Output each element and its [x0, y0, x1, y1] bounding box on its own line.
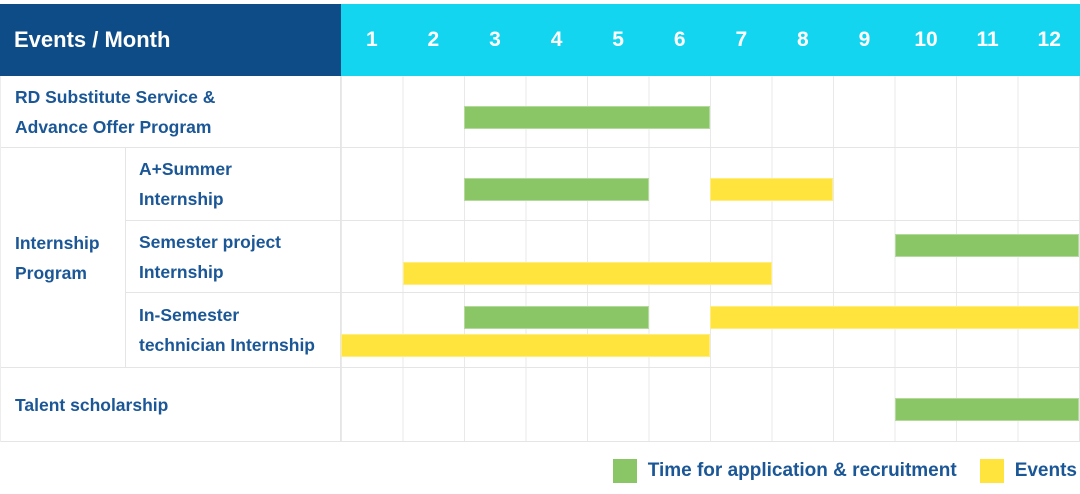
row-label-line: RD Substitute Service &: [15, 86, 216, 107]
gantt-bar-application_recruitment: [894, 234, 1079, 257]
gantt-bar-application_recruitment: [894, 398, 1079, 421]
gantt-bar-application_recruitment: [464, 178, 649, 201]
month-header-10: 10: [914, 28, 938, 51]
group-label-line: Program: [15, 262, 87, 283]
gantt-bar-application_recruitment: [464, 306, 649, 329]
month-header-2: 2: [427, 28, 440, 51]
row-label-line: Advance Offer Program: [15, 116, 212, 137]
row-label-in-semester-technician: In-Semester technician Internship: [126, 293, 341, 368]
gantt-bar-events: [402, 262, 772, 285]
row-label-line: Talent scholarship: [15, 394, 169, 415]
gantt-row-a-plus-summer: [341, 148, 1079, 221]
row-label-semester-project: Semester project Internship: [126, 221, 341, 293]
month-header-5: 5: [612, 28, 624, 51]
row-label-line: Internship: [139, 261, 224, 282]
legend-item-events: Events: [979, 459, 1077, 483]
legend-item-application-recruitment: Time for application & recruitment: [612, 459, 957, 483]
row-label-line: Internship: [139, 189, 224, 209]
row-label-line: technician Internship: [139, 335, 315, 355]
gantt-bar-events: [710, 178, 833, 201]
legend-swatch-yellow: [979, 459, 1004, 483]
month-header-3: 3: [489, 28, 501, 51]
table-header-cell: Events / Month: [0, 4, 341, 76]
legend-label: Time for application & recruitment: [647, 460, 957, 481]
month-header-12: 12: [1037, 28, 1061, 51]
legend-swatch-green: [612, 459, 637, 483]
legend: Time for application & recruitment Event…: [0, 459, 1080, 483]
row-label-line: A+Summer: [139, 159, 232, 179]
gantt-row-in-semester-technician: [341, 293, 1079, 368]
gantt-bar-events: [341, 334, 710, 357]
group-label-line: Internship: [15, 232, 100, 253]
legend-label: Events: [1014, 460, 1077, 481]
table-header-label: Events / Month: [14, 27, 171, 52]
gantt-row-rd-substitute: [341, 76, 1079, 148]
row-label-talent-scholarship: Talent scholarship: [1, 368, 341, 442]
gantt-bar-application_recruitment: [464, 106, 710, 129]
row-label-rd-substitute: RD Substitute Service & Advance Offer Pr…: [1, 76, 341, 148]
row-label-line: In-Semester: [139, 305, 240, 325]
month-header-7: 7: [735, 28, 748, 51]
events-month-table: Events / Month 1 2 3 4 5 6 7 8 9 10 11 1…: [0, 4, 1080, 442]
group-label-internship-program: Internship Program: [1, 148, 126, 368]
gantt-bar-events: [710, 306, 1079, 329]
month-header-8: 8: [797, 28, 809, 51]
month-header-11: 11: [976, 28, 999, 51]
month-header-row: 1 2 3 4 5 6 7 8 9 10 11 12: [341, 4, 1080, 76]
row-label-line: Semester project: [139, 231, 282, 252]
month-header-4: 4: [550, 28, 563, 51]
gantt-row-talent-scholarship: [341, 368, 1079, 442]
gantt-slide: Events / Month 1 2 3 4 5 6 7 8 9 10 11 1…: [0, 4, 1080, 483]
month-header-9: 9: [858, 28, 871, 51]
month-header-1: 1: [365, 28, 378, 51]
gantt-row-semester-project: [341, 221, 1079, 293]
month-header-6: 6: [673, 28, 686, 51]
row-label-a-plus-summer: A+Summer Internship: [126, 148, 341, 221]
